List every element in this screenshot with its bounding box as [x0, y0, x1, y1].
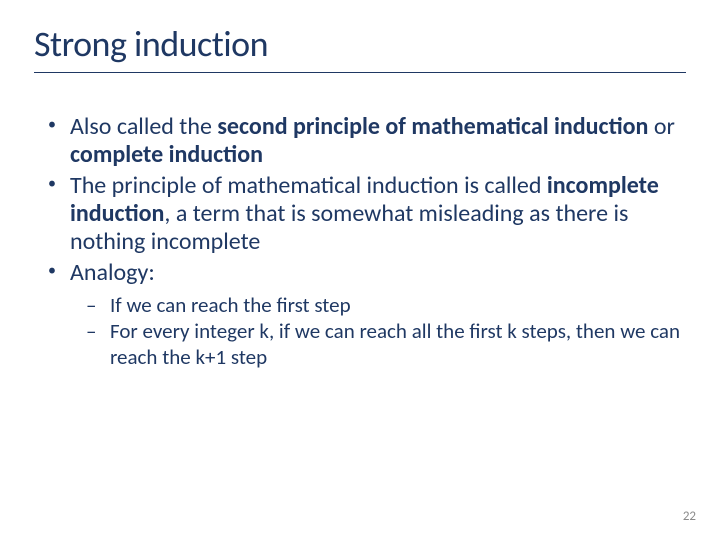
bullet-level2: –If we can reach the first step [86, 293, 686, 319]
bullet-dot-icon: • [46, 259, 70, 281]
slide-title: Strong induction [34, 22, 686, 66]
sub-bullet-group: –If we can reach the first step–For ever… [46, 293, 686, 371]
bullet-dot-icon: • [46, 113, 70, 135]
bullet-dot-icon: • [46, 172, 70, 194]
bullet-text: Also called the second principle of math… [70, 113, 686, 170]
sub-bullet-text: If we can reach the first step [110, 293, 686, 319]
page-number: 22 [683, 509, 696, 524]
bullet-level2: –For every integer k, if we can reach al… [86, 319, 686, 370]
bullet-dash-icon: – [86, 319, 110, 345]
bullet-text: The principle of mathematical induction … [70, 172, 686, 257]
bullet-level1: •The principle of mathematical induction… [46, 172, 686, 257]
bullet-level1: •Also called the second principle of mat… [46, 113, 686, 170]
sub-bullet-text: For every integer k, if we can reach all… [110, 319, 686, 370]
bullet-dash-icon: – [86, 293, 110, 319]
bullet-text: Analogy: [70, 259, 686, 287]
slide: Strong induction •Also called the second… [0, 0, 720, 540]
title-underline [34, 72, 686, 73]
bullet-level1: •Analogy: [46, 259, 686, 287]
slide-body: •Also called the second principle of mat… [34, 113, 686, 371]
